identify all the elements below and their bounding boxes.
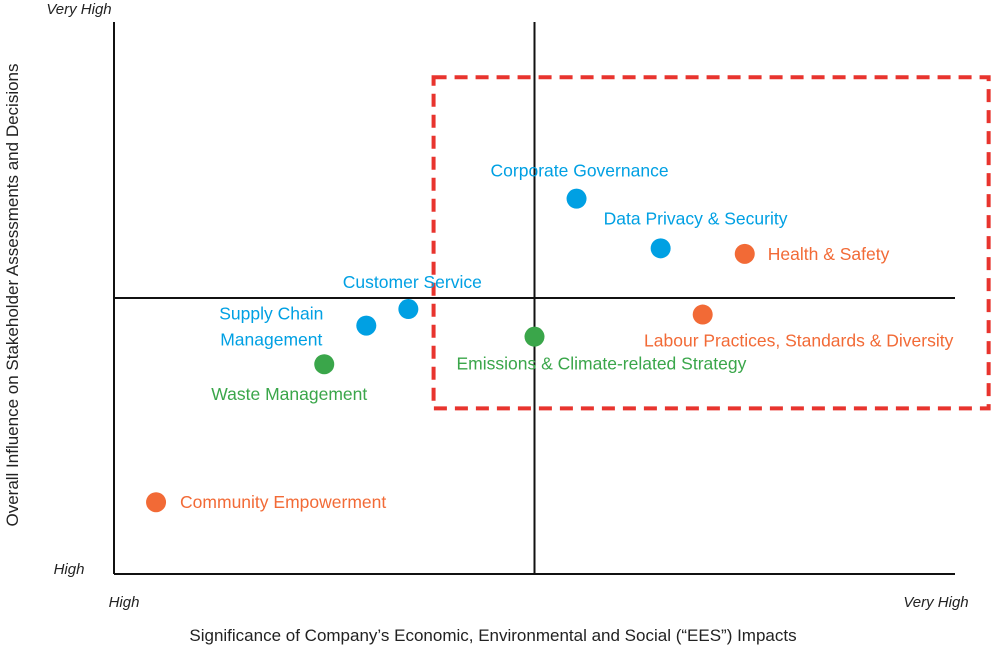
data-label: Supply Chain Management: [219, 304, 323, 350]
data-point: [734, 243, 755, 264]
x-axis-title: Significance of Company’s Economic, Envi…: [189, 626, 796, 645]
data-point: [524, 326, 545, 347]
data-label: Customer Service: [343, 272, 482, 292]
data-point: [650, 238, 671, 259]
data-label: Data Privacy & Security: [604, 208, 788, 228]
data-label: Emissions & Climate-related Strategy: [457, 354, 747, 374]
data-point: [356, 315, 377, 336]
data-point: [398, 299, 419, 320]
data-point: [146, 492, 167, 513]
data-label: Corporate Governance: [491, 161, 669, 181]
data-label: Labour Practices, Standards & Diversity: [644, 331, 954, 351]
data-label: Health & Safety: [768, 244, 890, 264]
y-tick-low: High: [54, 561, 85, 578]
data-point: [566, 188, 587, 209]
data-point: [314, 354, 335, 375]
data-label-line: Management: [220, 330, 322, 350]
x-tick-low: High: [109, 594, 140, 611]
x-tick-high: Very High: [903, 594, 968, 611]
y-axis-title: Overall Influence on Stakeholder Assessm…: [3, 63, 22, 526]
data-label: Waste Management: [211, 384, 367, 404]
data-label: Community Empowerment: [180, 492, 386, 512]
highlight-region: [431, 75, 991, 411]
data-point: [692, 304, 713, 325]
y-tick-high: Very High: [46, 1, 111, 18]
data-label-line: Supply Chain: [219, 304, 323, 324]
